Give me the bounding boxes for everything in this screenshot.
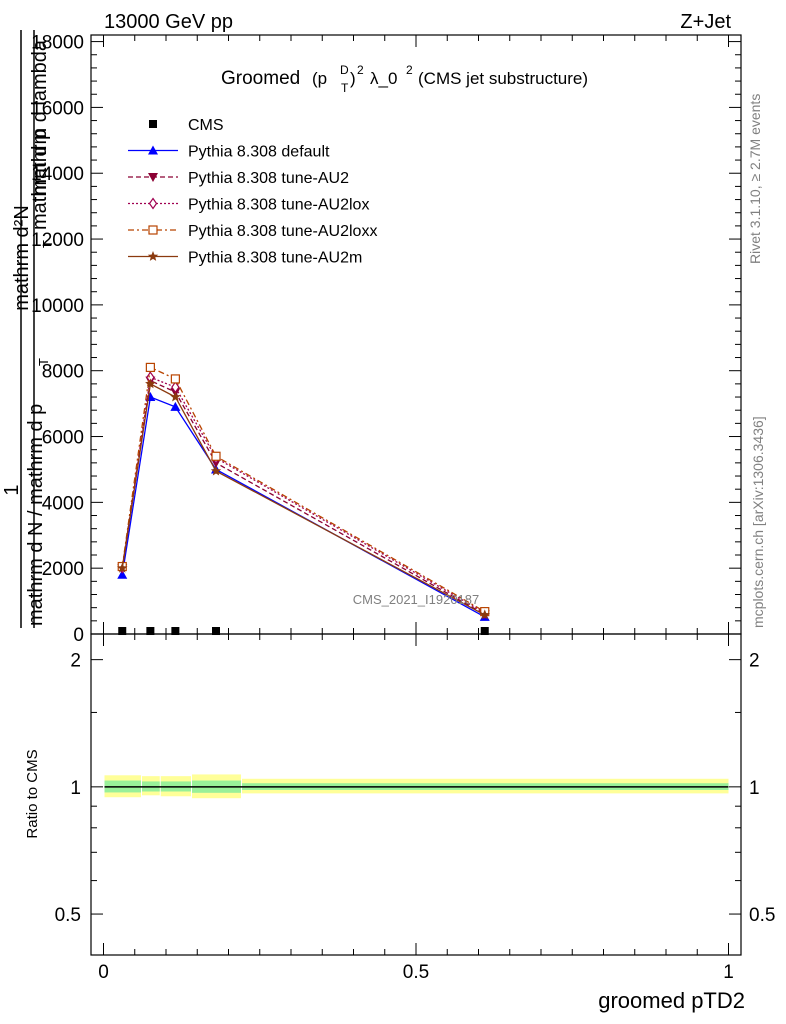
legend-label: Pythia 8.308 tune-AU2 [188, 170, 349, 187]
ratio-y-axis-label: Ratio to CMS [24, 749, 41, 838]
legend-marker [147, 251, 159, 261]
ylabel-line3: mathrm d N / mathrm d p [25, 404, 47, 626]
legend-label: Pythia 8.308 tune-AU2lox [188, 197, 369, 214]
series-5 [117, 378, 490, 620]
legend-item: Pythia 8.308 tune-AU2 [128, 170, 349, 187]
data-point [117, 569, 128, 579]
legend-item: Pythia 8.308 tune-AU2m [128, 250, 362, 267]
legend-item: CMS [149, 117, 224, 134]
x-tick-label: 1 [723, 962, 734, 983]
title-paren-open: (p [312, 69, 327, 88]
data-point [171, 627, 180, 636]
title-sub-t: T [341, 81, 349, 95]
main-y-tick-label: 8000 [42, 362, 84, 383]
legend-marker [148, 173, 158, 182]
data-point [211, 451, 221, 461]
legend: CMS Pythia 8.308 default Pythia 8.308 tune… [128, 117, 377, 267]
x-axis-label: groomed pTD2 [598, 988, 745, 1013]
legend-item: Pythia 8.308 tune-AU2lox [128, 197, 369, 214]
ratio-y-tick-label-right: 1 [749, 778, 760, 799]
main-y-tick-label: 2000 [42, 559, 84, 580]
legend-marker [148, 197, 158, 210]
series-2 [117, 376, 490, 620]
ylabel-line2-sub: T [40, 240, 55, 248]
data-point [480, 627, 489, 636]
title-main: Groomed [221, 68, 300, 89]
series-line [121, 376, 486, 614]
legend-label: Pythia 8.308 tune-AU2loxx [188, 223, 377, 240]
series-line [121, 366, 486, 613]
x-tick-label: 0 [98, 962, 109, 983]
title-tail: (CMS jet substructure) [418, 69, 588, 88]
series-4 [117, 362, 490, 617]
legend-label: CMS [188, 117, 224, 134]
x-tick-label: 0.5 [403, 962, 429, 983]
title-sup-d: D [340, 63, 349, 77]
ratio-y-axis: 0.5 0.5 1 1 2 2 [55, 651, 776, 926]
main-y-tick-label: 16000 [31, 98, 84, 119]
legend-marker [148, 225, 158, 235]
title-lambda: λ_0 [370, 69, 397, 88]
series-layer [117, 362, 490, 636]
title-exp: 2 [357, 63, 364, 77]
main-y-axis: 0 2000 4000 6000 8000 10000 12000 14000 16000 180… [31, 33, 741, 646]
data-point [117, 562, 128, 573]
mcplots-credit-label: mcplots.cern.ch [arXiv:1306.3436] [750, 416, 766, 628]
rivet-version-label: Rivet 3.1.10, ≥ 2.7M events [747, 94, 763, 264]
analysis-watermark: CMS_2021_I1920187 [353, 592, 480, 607]
legend-marker [148, 145, 158, 155]
ylabel-line1: mathrm d²N [11, 205, 33, 311]
main-y-tick-label: 6000 [42, 428, 84, 449]
ratio-x-axis: 0 0.5 1 [98, 634, 734, 983]
ylabel-line3-sub: T [36, 358, 51, 366]
ratio-y-tick-label-right: 2 [749, 651, 760, 672]
ratio-y-tick-label: 2 [70, 651, 81, 672]
data-point [170, 401, 181, 411]
legend-label: Pythia 8.308 default [188, 144, 330, 161]
main-y-tick-label: 10000 [31, 296, 84, 317]
ratio-y-tick-label: 0.5 [55, 905, 81, 926]
data-point [212, 627, 220, 636]
data-point [146, 627, 155, 636]
main-y-tick-label: 0 [73, 625, 84, 646]
legend-label: Pythia 8.308 tune-AU2m [188, 250, 362, 267]
ratio-y-tick-label: 1 [70, 778, 81, 799]
main-y-tick-label: 4000 [42, 493, 84, 514]
data-point [145, 378, 156, 389]
main-y-tick-label: 12000 [31, 230, 84, 251]
data-point [145, 362, 155, 373]
data-point [210, 465, 222, 476]
header-process-label: Z+Jet [680, 11, 731, 33]
main-y-tick-label: 18000 [31, 33, 84, 54]
data-point [170, 391, 181, 402]
title-paren-close: ) [350, 69, 356, 88]
header-energy-label: 13000 GeV pp [104, 11, 233, 33]
main-y-axis-label: 1 mathrm d²N mathrm d p T mathrm d lambd… [1, 30, 55, 628]
main-x-axis [103, 35, 729, 634]
main-y-tick-label: 14000 [31, 164, 84, 185]
data-point [479, 609, 490, 620]
ylabel-line2-tail: mathrm d lambda [29, 39, 51, 195]
data-point [118, 627, 127, 636]
legend-marker [149, 120, 157, 128]
series-line [121, 379, 486, 615]
plot-title: Groomed (p D T ) 2 λ_0 2 (CMS jet substr… [221, 63, 588, 95]
legend-item: Pythia 8.308 default [128, 144, 330, 161]
series-0 [118, 627, 489, 636]
ratio-y-tick-label-right: 0.5 [749, 905, 775, 926]
data-point [170, 374, 180, 384]
ylabel-one: 1 [1, 484, 23, 495]
title-lambda-exp: 2 [406, 63, 413, 77]
legend-item: Pythia 8.308 tune-AU2loxx [128, 223, 377, 240]
